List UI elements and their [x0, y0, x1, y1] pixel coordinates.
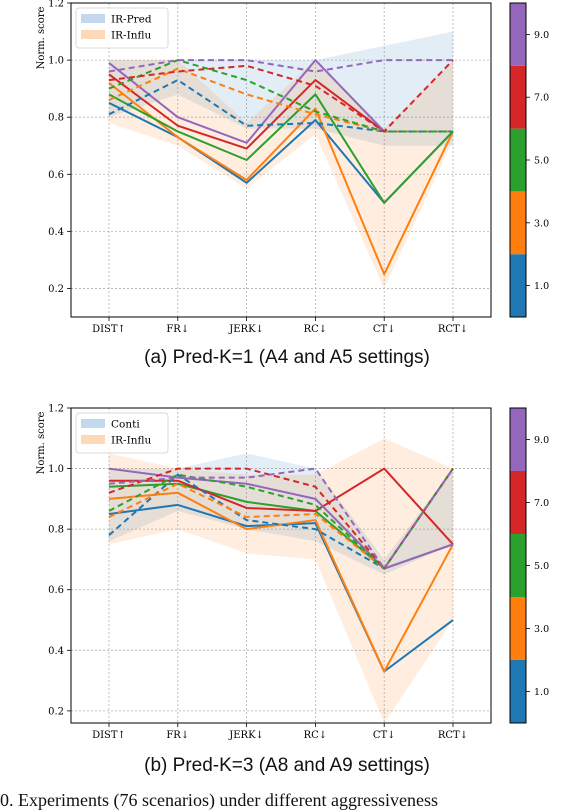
series-line-dashed-8 [108, 59, 454, 133]
legend-label: IR-Pred [111, 14, 152, 26]
chart-panel-a: 0.2 0.4 0.6 0.8 1.0 1.2 DIST↑ FR↓ JERK↓ RC↓ CT↓ RCT… [36, 0, 549, 335]
colorbar-segment [510, 471, 526, 534]
legend-swatch [81, 30, 105, 39]
colorbar-tick-label: 9.0 [534, 435, 549, 446]
x-tick-label: RC↓ [304, 730, 328, 741]
colorbar-segment [510, 597, 526, 660]
y-tick-label: 1.2 [48, 404, 64, 415]
y-tick-label: 1.0 [48, 464, 64, 475]
legend-swatch [81, 14, 105, 23]
band-ir-pred [109, 31, 453, 146]
series-line-solid-2 [108, 93, 454, 204]
figure-caption: 0. Experiments (76 scenarios) under diff… [0, 790, 439, 810]
legend-label: Conti [111, 419, 140, 431]
y-tick-label: 0.4 [48, 646, 64, 657]
chart-panel-b: 0.2 0.4 0.6 0.8 1.0 1.2 DIST↑ FR↓ JERK↓ RC↓ CT↓ RCT… [36, 404, 549, 742]
y-tick-label: 0.6 [48, 170, 64, 181]
colorbar-segment [510, 408, 526, 471]
y-tick-label: 0.2 [48, 284, 64, 295]
y-axis-label: Norm. score [36, 411, 47, 474]
series-line-dashed-6 [108, 468, 454, 570]
y-tick-label: 1.2 [48, 0, 64, 10]
colorbar-segment [510, 660, 526, 723]
x-tick-label: RCT↓ [438, 730, 468, 741]
y-tick-label: 0.8 [48, 525, 64, 536]
legend: IR-Pred IR-Influ [75, 7, 169, 49]
colorbar-segment [510, 3, 526, 66]
plot-frame [70, 2, 492, 318]
series-line-solid-1 [108, 82, 454, 276]
y-tick-label: 0.8 [48, 113, 64, 124]
y-tick-label: 0.2 [48, 706, 64, 717]
colorbar-tick-label: 7.0 [534, 93, 549, 104]
series-line-solid-1 [108, 491, 454, 673]
x-tick-label: DIST↑ [92, 324, 126, 335]
series-line-dashed-5 [108, 79, 453, 133]
y-tick-label: 0.6 [48, 585, 64, 596]
series-line-dashed-8 [108, 467, 454, 570]
colorbar-segment [510, 65, 526, 129]
series-line-dashed-9 [108, 59, 453, 73]
legend-swatch [81, 435, 105, 444]
x-tick-label: FR↓ [166, 730, 189, 741]
colorbar-tick-label: 3.0 [534, 218, 549, 229]
legend-label: IR-Influ [111, 435, 152, 447]
x-tick-label: RC↓ [304, 324, 328, 335]
series-line-dashed-7 [108, 59, 453, 133]
colorbar-tick-label: 7.0 [534, 498, 549, 509]
caption-panel-a: (a) Pred-K=1 (A4 and A5 settings) [144, 347, 430, 368]
plot-frame [70, 407, 492, 724]
colorbar-tick-label: 9.0 [534, 30, 549, 41]
colorbar-tick-label: 1.0 [534, 687, 549, 698]
y-tick-label: 0.4 [48, 227, 64, 238]
band-conti [109, 453, 453, 575]
colorbar-segment [510, 254, 526, 317]
colorbar: 1.0 3.0 5.0 7.0 9.0 [509, 2, 549, 318]
series-line-dashed-7 [108, 468, 454, 570]
caption-panel-b: (b) Pred-K=3 (A8 and A9 settings) [144, 755, 430, 776]
colorbar-tick-label: 5.0 [534, 561, 549, 572]
colorbar-tick-label: 3.0 [534, 624, 549, 635]
x-tick-label: DIST↑ [92, 730, 126, 741]
x-tick-label: RCT↓ [438, 324, 468, 335]
legend: Conti IR-Influ [75, 412, 169, 454]
x-tick-label: JERK↓ [228, 324, 264, 335]
series-line-dashed-9 [108, 467, 454, 570]
y-axis-label: Norm. score [36, 6, 47, 69]
x-tick-label: FR↓ [166, 324, 189, 335]
x-tick-label: CT↓ [373, 730, 396, 741]
series-line-solid-4 [108, 467, 454, 570]
colorbar-tick-label: 5.0 [534, 156, 549, 167]
legend-label: IR-Influ [111, 30, 152, 42]
colorbar: 1.0 3.0 5.0 7.0 9.0 [509, 407, 549, 724]
legend-swatch [81, 419, 105, 428]
colorbar-frame [509, 2, 527, 318]
x-tick-label: CT↓ [373, 324, 396, 335]
colorbar-segment [510, 534, 526, 597]
colorbar-frame [509, 407, 527, 724]
colorbar-segment [510, 191, 526, 255]
x-tick-label: JERK↓ [228, 730, 264, 741]
colorbar-tick-label: 1.0 [534, 281, 549, 292]
y-tick-label: 1.0 [48, 56, 64, 67]
colorbar-segment [510, 128, 526, 192]
